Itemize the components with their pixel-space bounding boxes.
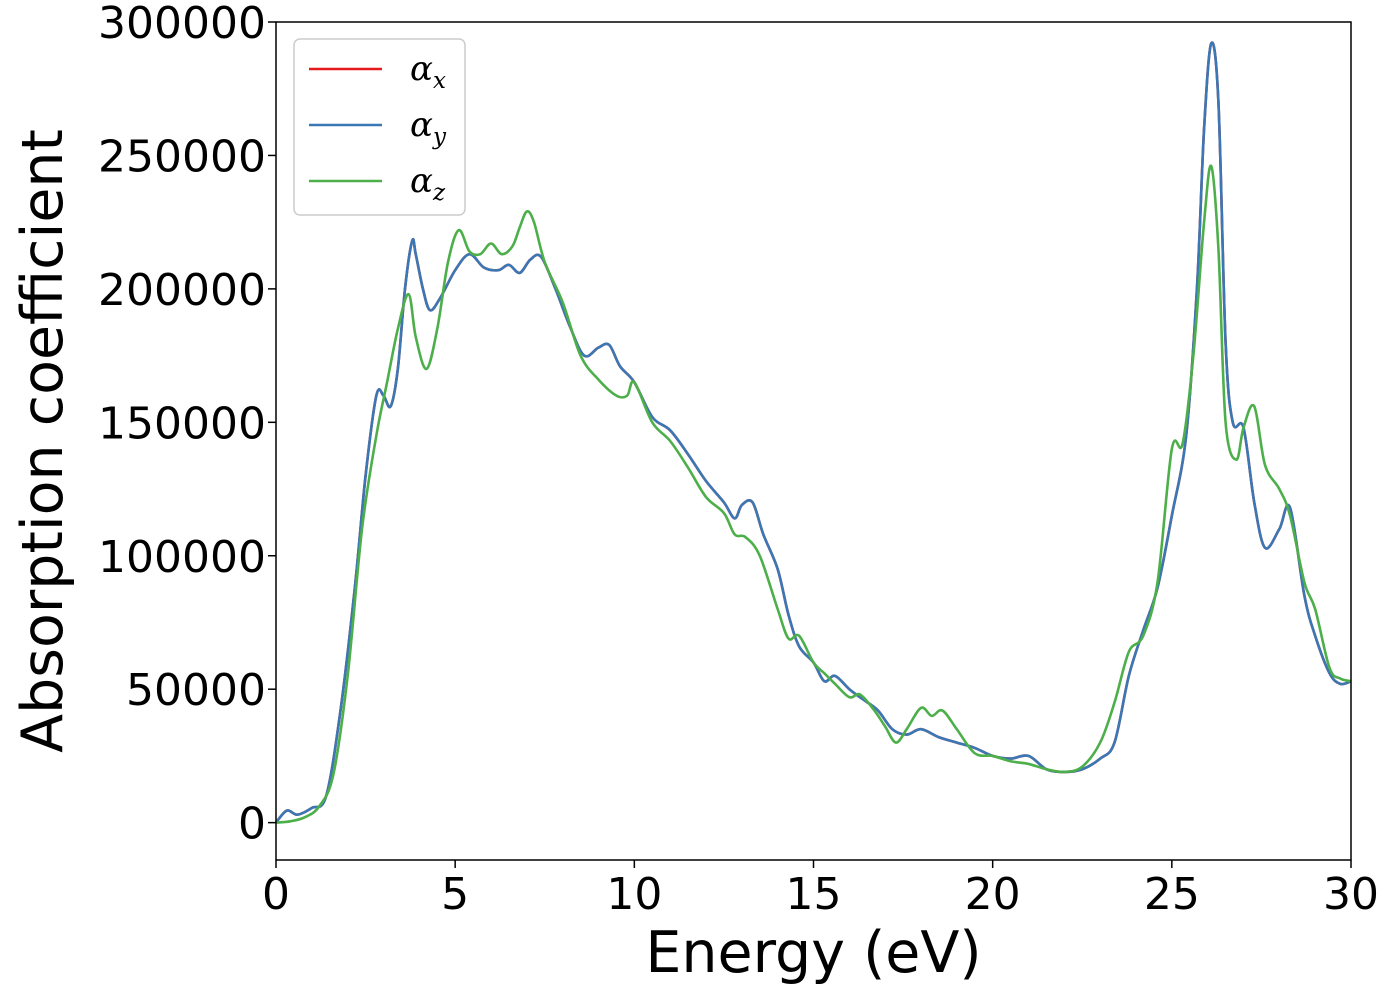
y-axis-title: Absorption coefficient (10, 129, 76, 753)
x-axis-title: Energy (eV) (645, 920, 981, 986)
y-tick-label: 300000 (98, 0, 266, 49)
x-tick-label: 5 (441, 869, 469, 920)
legend-label-alpha-y: αy (410, 105, 447, 150)
x-tick-label: 10 (606, 869, 662, 920)
x-tick-label: 15 (786, 869, 842, 920)
y-tick-label: 200000 (98, 265, 266, 316)
y-tick-label: 50000 (126, 665, 266, 716)
legend: αx αy αz (293, 38, 466, 216)
y-tick-label: 100000 (98, 532, 266, 583)
series-layer (274, 41, 1352, 824)
series-line-alpha-z (275, 164, 1352, 824)
legend-box (293, 38, 466, 216)
y-axis: 0 50000 100000 150000 200000 250000 300000 (98, 0, 276, 850)
legend-label-alpha-x: αx (410, 49, 446, 94)
x-tick-label: 25 (1144, 869, 1200, 920)
x-tick-label: 0 (262, 869, 290, 920)
y-tick-label: 0 (238, 799, 266, 850)
x-tick-label: 30 (1323, 869, 1379, 920)
y-tick-label: 250000 (98, 131, 266, 182)
y-tick-label: 150000 (98, 398, 266, 449)
series-line-alpha-y (274, 41, 1352, 824)
x-axis: 0 5 10 15 20 25 30 (262, 860, 1379, 920)
x-tick-label: 20 (965, 869, 1021, 920)
legend-label-alpha-z: αz (410, 161, 446, 206)
